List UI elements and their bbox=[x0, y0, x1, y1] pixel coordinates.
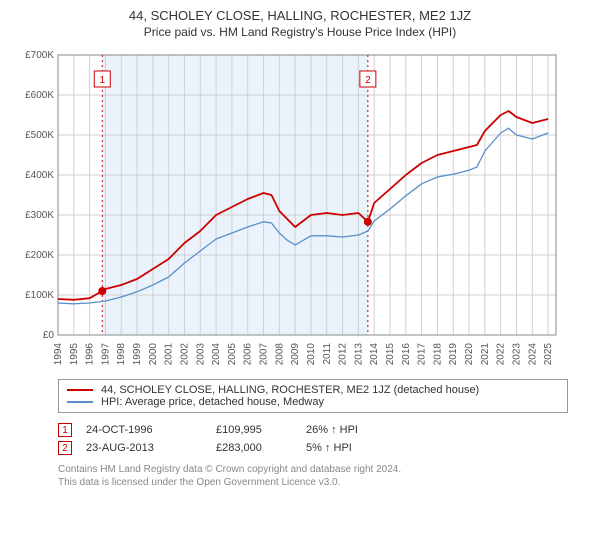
svg-text:2021: 2021 bbox=[480, 343, 491, 366]
svg-text:1995: 1995 bbox=[69, 343, 80, 366]
svg-text:2012: 2012 bbox=[338, 343, 349, 366]
svg-text:2014: 2014 bbox=[369, 343, 380, 366]
marker-delta: 5% ↑ HPI bbox=[306, 442, 352, 454]
svg-text:2011: 2011 bbox=[322, 343, 333, 365]
title-subtitle: Price paid vs. HM Land Registry's House … bbox=[14, 25, 586, 39]
svg-text:2004: 2004 bbox=[211, 343, 222, 366]
svg-text:2008: 2008 bbox=[274, 343, 285, 366]
svg-text:1998: 1998 bbox=[116, 343, 127, 366]
page: 44, SCHOLEY CLOSE, HALLING, ROCHESTER, M… bbox=[0, 0, 600, 560]
svg-text:£100K: £100K bbox=[25, 290, 54, 301]
svg-text:1994: 1994 bbox=[53, 343, 64, 366]
svg-text:2013: 2013 bbox=[353, 343, 364, 366]
marker-price: £109,995 bbox=[216, 424, 306, 436]
marker-delta: 26% ↑ HPI bbox=[306, 424, 358, 436]
svg-text:2018: 2018 bbox=[432, 343, 443, 366]
svg-text:£500K: £500K bbox=[25, 130, 54, 141]
marker-date: 23-AUG-2013 bbox=[86, 442, 216, 454]
marker-date: 24-OCT-1996 bbox=[86, 424, 216, 436]
chart-titles: 44, SCHOLEY CLOSE, HALLING, ROCHESTER, M… bbox=[14, 8, 586, 39]
marker-price: £283,000 bbox=[216, 442, 306, 454]
svg-text:£300K: £300K bbox=[25, 210, 54, 221]
svg-text:£700K: £700K bbox=[25, 50, 54, 61]
legend: 44, SCHOLEY CLOSE, HALLING, ROCHESTER, M… bbox=[58, 379, 568, 413]
svg-text:2020: 2020 bbox=[464, 343, 475, 366]
marker-badge: 2 bbox=[58, 441, 72, 455]
svg-text:£600K: £600K bbox=[25, 90, 54, 101]
svg-text:£200K: £200K bbox=[25, 250, 54, 261]
svg-text:2023: 2023 bbox=[511, 343, 522, 366]
license-text: Contains HM Land Registry data © Crown c… bbox=[58, 463, 568, 489]
svg-text:2024: 2024 bbox=[527, 343, 538, 366]
legend-label: 44, SCHOLEY CLOSE, HALLING, ROCHESTER, M… bbox=[101, 384, 479, 396]
svg-text:2005: 2005 bbox=[227, 343, 238, 366]
line-chart: £0 £100K £200K £300K £400K £500K £600K £700K 199… bbox=[14, 49, 570, 369]
marker-badge: 1 bbox=[58, 423, 72, 437]
svg-text:1997: 1997 bbox=[100, 343, 111, 366]
svg-text:1996: 1996 bbox=[85, 343, 96, 366]
svg-text:2001: 2001 bbox=[164, 343, 175, 366]
svg-text:£0: £0 bbox=[43, 330, 55, 341]
legend-label: HPI: Average price, detached house, Medw… bbox=[101, 396, 324, 408]
license-line: This data is licensed under the Open Gov… bbox=[58, 476, 568, 489]
svg-text:2019: 2019 bbox=[448, 343, 459, 366]
svg-text:2017: 2017 bbox=[417, 343, 428, 366]
license-line: Contains HM Land Registry data © Crown c… bbox=[58, 463, 568, 476]
svg-text:1: 1 bbox=[99, 75, 105, 86]
marker-row: 1 24-OCT-1996 £109,995 26% ↑ HPI bbox=[58, 423, 568, 437]
svg-text:2006: 2006 bbox=[243, 343, 254, 366]
svg-text:1999: 1999 bbox=[132, 343, 143, 366]
svg-text:2022: 2022 bbox=[496, 343, 507, 366]
marker-row: 2 23-AUG-2013 £283,000 5% ↑ HPI bbox=[58, 441, 568, 455]
svg-text:2009: 2009 bbox=[290, 343, 301, 366]
legend-row: 44, SCHOLEY CLOSE, HALLING, ROCHESTER, M… bbox=[67, 384, 559, 396]
svg-text:2007: 2007 bbox=[259, 343, 270, 366]
svg-text:£400K: £400K bbox=[25, 170, 54, 181]
svg-text:2016: 2016 bbox=[401, 343, 412, 366]
svg-text:2010: 2010 bbox=[306, 343, 317, 366]
svg-text:2025: 2025 bbox=[543, 343, 554, 366]
sale-markers: 1 24-OCT-1996 £109,995 26% ↑ HPI 2 23-AU… bbox=[58, 419, 568, 455]
svg-text:2: 2 bbox=[365, 75, 371, 86]
svg-text:2002: 2002 bbox=[179, 343, 190, 366]
chart-area: £0 £100K £200K £300K £400K £500K £600K £700K 199… bbox=[14, 49, 586, 369]
svg-text:2015: 2015 bbox=[385, 343, 396, 366]
legend-row: HPI: Average price, detached house, Medw… bbox=[67, 396, 559, 408]
svg-text:2000: 2000 bbox=[148, 343, 159, 366]
title-address: 44, SCHOLEY CLOSE, HALLING, ROCHESTER, M… bbox=[14, 8, 586, 23]
legend-swatch bbox=[67, 389, 93, 391]
svg-text:2003: 2003 bbox=[195, 343, 206, 366]
legend-swatch bbox=[67, 401, 93, 403]
